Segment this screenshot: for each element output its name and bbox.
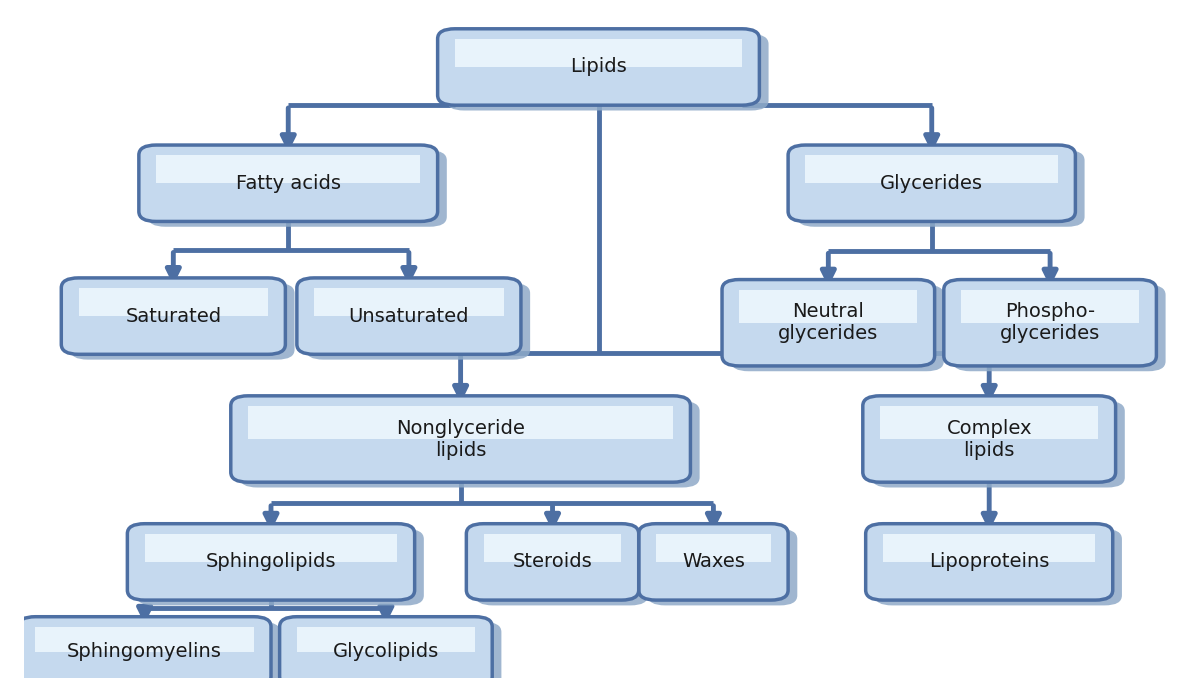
FancyBboxPatch shape: [648, 529, 797, 606]
FancyBboxPatch shape: [239, 401, 699, 487]
FancyBboxPatch shape: [731, 285, 943, 371]
FancyBboxPatch shape: [18, 617, 271, 686]
FancyBboxPatch shape: [797, 150, 1084, 227]
Text: Complex
lipids: Complex lipids: [947, 419, 1032, 459]
FancyBboxPatch shape: [136, 529, 424, 606]
Text: Unsaturated: Unsaturated: [348, 307, 469, 326]
FancyBboxPatch shape: [61, 278, 285, 354]
Text: Sphingolipids: Sphingolipids: [206, 552, 336, 572]
FancyBboxPatch shape: [722, 280, 935, 366]
FancyBboxPatch shape: [806, 155, 1058, 183]
FancyBboxPatch shape: [863, 396, 1116, 482]
Text: Phospho-
glycerides: Phospho- glycerides: [999, 302, 1100, 343]
FancyBboxPatch shape: [871, 401, 1125, 487]
Text: Steroids: Steroids: [512, 552, 593, 572]
FancyBboxPatch shape: [79, 288, 268, 316]
FancyBboxPatch shape: [883, 534, 1095, 562]
FancyBboxPatch shape: [639, 524, 788, 600]
FancyBboxPatch shape: [953, 285, 1166, 371]
FancyBboxPatch shape: [865, 524, 1113, 600]
FancyBboxPatch shape: [943, 280, 1156, 366]
FancyBboxPatch shape: [880, 406, 1099, 439]
FancyBboxPatch shape: [740, 289, 917, 322]
FancyBboxPatch shape: [788, 145, 1075, 221]
FancyBboxPatch shape: [484, 534, 621, 562]
FancyBboxPatch shape: [467, 524, 639, 600]
FancyBboxPatch shape: [28, 622, 280, 692]
FancyBboxPatch shape: [314, 288, 504, 316]
FancyBboxPatch shape: [71, 283, 294, 360]
FancyBboxPatch shape: [145, 534, 397, 562]
Text: Saturated: Saturated: [126, 307, 221, 326]
FancyBboxPatch shape: [875, 529, 1122, 606]
FancyBboxPatch shape: [156, 155, 420, 183]
FancyBboxPatch shape: [961, 289, 1140, 322]
Text: Glycerides: Glycerides: [880, 174, 983, 193]
FancyBboxPatch shape: [248, 406, 673, 439]
FancyBboxPatch shape: [306, 283, 530, 360]
FancyBboxPatch shape: [297, 627, 475, 652]
Text: Nonglyceride
lipids: Nonglyceride lipids: [396, 419, 525, 459]
FancyBboxPatch shape: [455, 39, 742, 67]
FancyBboxPatch shape: [36, 627, 254, 652]
FancyBboxPatch shape: [231, 396, 691, 482]
FancyBboxPatch shape: [656, 534, 771, 562]
FancyBboxPatch shape: [139, 145, 438, 221]
Text: Lipoproteins: Lipoproteins: [929, 552, 1050, 572]
Text: Waxes: Waxes: [682, 552, 745, 572]
Text: Glycolipids: Glycolipids: [333, 642, 439, 661]
Text: Neutral
glycerides: Neutral glycerides: [778, 302, 879, 343]
Text: Lipids: Lipids: [570, 57, 627, 77]
FancyBboxPatch shape: [280, 617, 492, 686]
FancyBboxPatch shape: [438, 29, 759, 105]
Text: Sphingomyelins: Sphingomyelins: [67, 642, 221, 661]
FancyBboxPatch shape: [148, 150, 446, 227]
FancyBboxPatch shape: [446, 34, 768, 111]
FancyBboxPatch shape: [297, 278, 521, 354]
FancyBboxPatch shape: [288, 622, 502, 692]
FancyBboxPatch shape: [127, 524, 414, 600]
FancyBboxPatch shape: [475, 529, 648, 606]
Text: Fatty acids: Fatty acids: [236, 174, 341, 193]
